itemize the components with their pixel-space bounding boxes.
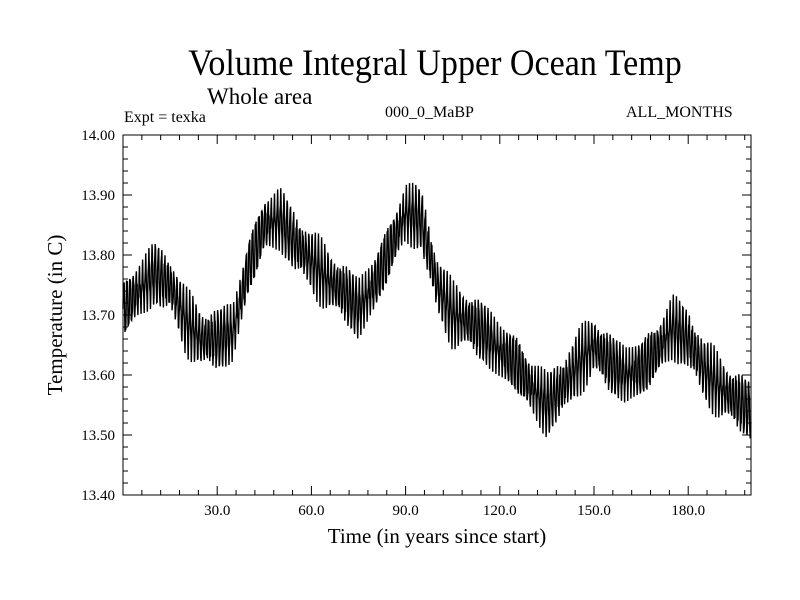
temperature-series-line: [122, 182, 752, 439]
ticks-layer: 30.0 60.0 90.0 120.0 150.0 180.0 13.40 13.50 13.…: [81, 128, 751, 519]
series-layer: [122, 182, 752, 439]
run-id-label: 000_0_MaBP: [385, 104, 474, 121]
y-tick-label: 13.90: [81, 188, 115, 204]
chart-subtitle: Whole area: [207, 84, 313, 109]
months-label: ALL_MONTHS: [626, 104, 733, 121]
experiment-label: Expt = texka: [124, 109, 206, 126]
x-tick-label: 120.0: [483, 503, 517, 519]
x-tick-label: 60.0: [298, 503, 324, 519]
y-tick-label: 13.80: [81, 248, 115, 264]
plot-frame: [122, 134, 752, 496]
y-tick-label: 13.40: [81, 488, 115, 504]
x-axis-label: Time (in years since start): [328, 524, 547, 548]
x-tick-label: 180.0: [671, 503, 705, 519]
y-tick-label: 13.60: [81, 368, 115, 384]
y-tick-label: 14.00: [81, 128, 115, 144]
y-tick-label: 13.50: [81, 428, 115, 444]
y-axis-label: Temperature (in C): [43, 235, 67, 396]
x-tick-label: 30.0: [204, 503, 230, 519]
y-tick-label: 13.70: [81, 308, 115, 324]
x-tick-label: 150.0: [577, 503, 611, 519]
x-tick-label: 90.0: [392, 503, 418, 519]
chart-title: Volume Integral Upper Ocean Temp: [188, 43, 682, 84]
